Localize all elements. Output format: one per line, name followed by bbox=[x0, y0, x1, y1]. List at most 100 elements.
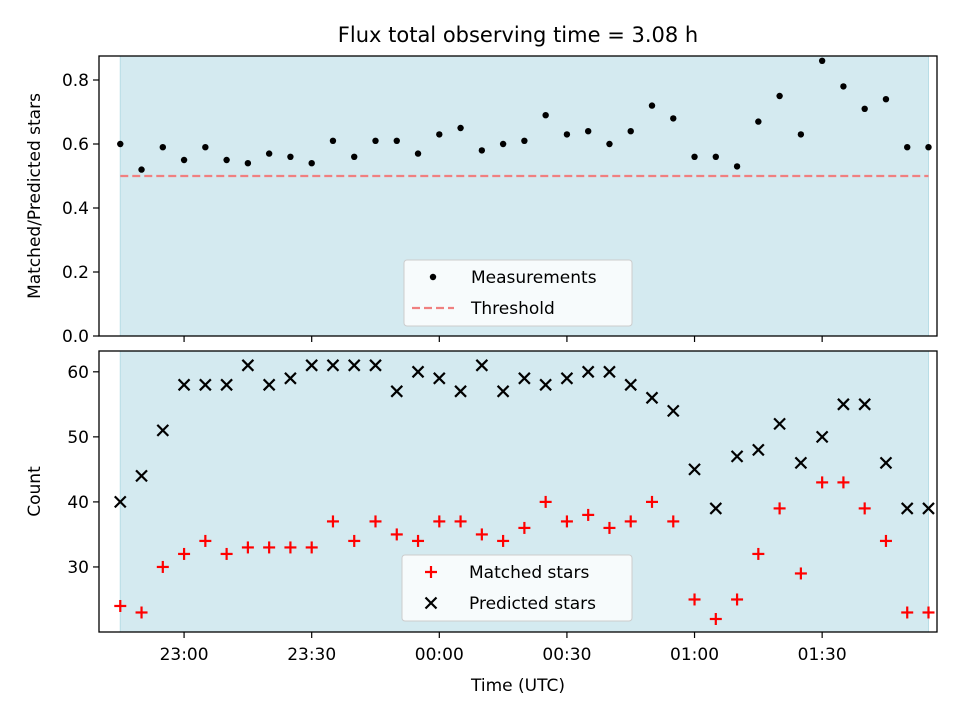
measurement-point bbox=[117, 140, 124, 148]
y-tick-label: 30 bbox=[67, 558, 89, 578]
x-tick-label: 23:00 bbox=[160, 645, 209, 665]
measurement-point bbox=[414, 150, 422, 157]
matched-star-point bbox=[560, 515, 573, 528]
matched-star-point bbox=[582, 508, 595, 521]
matched-star-point bbox=[539, 495, 552, 508]
measurement-point bbox=[202, 144, 209, 151]
matched-star-point bbox=[624, 515, 637, 528]
legend-box bbox=[401, 554, 633, 622]
predicted-star-point bbox=[305, 359, 318, 372]
predicted-star-point bbox=[135, 469, 148, 483]
matched-star-point bbox=[518, 521, 531, 534]
measurement-point bbox=[393, 137, 400, 144]
y-tick-label: 0.8 bbox=[62, 71, 89, 91]
measurement-point bbox=[457, 124, 464, 132]
measurement-point bbox=[584, 128, 592, 135]
matched-star-point bbox=[475, 528, 488, 541]
matched-star-point bbox=[773, 502, 786, 515]
measurement-point bbox=[329, 137, 337, 144]
measurement-point bbox=[436, 131, 443, 138]
predicted-star-point bbox=[199, 378, 212, 392]
matched-star-point bbox=[454, 515, 467, 528]
predicted-star-point bbox=[284, 372, 297, 385]
matched-star-point bbox=[284, 541, 297, 554]
x-tick-label: 00:30 bbox=[542, 645, 591, 665]
predicted-star-point bbox=[900, 502, 914, 515]
matched-star-point bbox=[156, 560, 169, 573]
measurement-point bbox=[478, 147, 486, 154]
predicted-star-point bbox=[241, 359, 255, 372]
matched-star-point bbox=[305, 541, 318, 554]
matched-star-point bbox=[390, 528, 403, 541]
chart-title: Flux total observing time = 3.08 h bbox=[338, 23, 698, 47]
measurement-point bbox=[797, 131, 805, 138]
predicted-star-point bbox=[496, 385, 510, 398]
predicted-star-point bbox=[624, 378, 638, 392]
legend-label: Predicted stars bbox=[469, 594, 596, 614]
legend-marker-x bbox=[424, 596, 438, 610]
matched-star-point bbox=[241, 541, 254, 554]
predicted-star-point bbox=[475, 359, 489, 372]
matched-star-point bbox=[837, 476, 850, 489]
x-axis-label: Time (UTC) bbox=[470, 676, 565, 696]
predicted-star-point bbox=[666, 404, 680, 418]
axes-frame bbox=[98, 55, 938, 337]
predicted-star-point bbox=[581, 365, 595, 379]
matched-star-point bbox=[114, 599, 127, 612]
measurement-point bbox=[521, 137, 528, 144]
legend-label: Threshold bbox=[470, 299, 555, 319]
legend-label: Matched stars bbox=[469, 563, 589, 583]
matched-star-point bbox=[178, 547, 191, 560]
measurement-point bbox=[755, 118, 762, 125]
legend-box bbox=[403, 259, 633, 327]
measurement-point bbox=[733, 163, 741, 170]
measurement-point bbox=[776, 92, 783, 100]
predicted-star-point bbox=[645, 391, 659, 405]
measurement-point bbox=[159, 144, 167, 151]
x-tick-label: 01:00 bbox=[670, 645, 719, 665]
y-tick-label: 0.2 bbox=[62, 263, 89, 283]
y-tick-label: 50 bbox=[67, 428, 89, 448]
matched-star-point bbox=[901, 606, 914, 619]
matched-star-point bbox=[645, 495, 658, 508]
measurement-point bbox=[818, 57, 826, 64]
predicted-star-point bbox=[177, 378, 191, 392]
y-axis-label: Matched/Predicted stars bbox=[25, 93, 45, 299]
matched-star-point bbox=[752, 547, 765, 560]
matched-star-point bbox=[433, 515, 446, 528]
matched-star-point bbox=[497, 534, 510, 547]
matched-star-point bbox=[199, 534, 212, 547]
predicted-star-point bbox=[837, 398, 850, 411]
predicted-star-point bbox=[752, 443, 765, 457]
predicted-star-point bbox=[539, 378, 552, 392]
predicted-star-point bbox=[560, 372, 574, 385]
legend-marker-dot bbox=[429, 273, 437, 281]
matched-star-point bbox=[858, 502, 871, 515]
matched-star-point bbox=[412, 534, 425, 547]
predicted-star-point bbox=[454, 385, 467, 398]
y-tick-label: 40 bbox=[67, 493, 89, 513]
matched-star-point bbox=[603, 521, 616, 534]
x-tick-label: 01:30 bbox=[798, 645, 847, 665]
measurement-point bbox=[138, 166, 145, 173]
measurement-point bbox=[265, 150, 273, 157]
measurement-point bbox=[861, 105, 868, 113]
predicted-star-point bbox=[369, 359, 382, 372]
measurement-point bbox=[606, 140, 613, 148]
predicted-star-point bbox=[794, 456, 808, 470]
y-tick-label: 0.4 bbox=[62, 199, 89, 219]
predicted-star-point bbox=[326, 359, 340, 372]
measurement-point bbox=[563, 131, 571, 138]
measurement-point bbox=[180, 156, 188, 164]
predicted-star-point bbox=[730, 450, 744, 463]
y-tick-label: 0.0 bbox=[62, 327, 89, 347]
predicted-star-point bbox=[922, 502, 935, 515]
legend-marker-plus bbox=[425, 566, 437, 578]
predicted-star-point bbox=[390, 385, 404, 398]
y-tick-label: 60 bbox=[67, 363, 89, 383]
predicted-star-point bbox=[220, 378, 233, 392]
matched-star-point bbox=[263, 541, 276, 554]
predicted-star-point bbox=[603, 365, 616, 379]
y-tick-label: 0.6 bbox=[62, 135, 89, 155]
